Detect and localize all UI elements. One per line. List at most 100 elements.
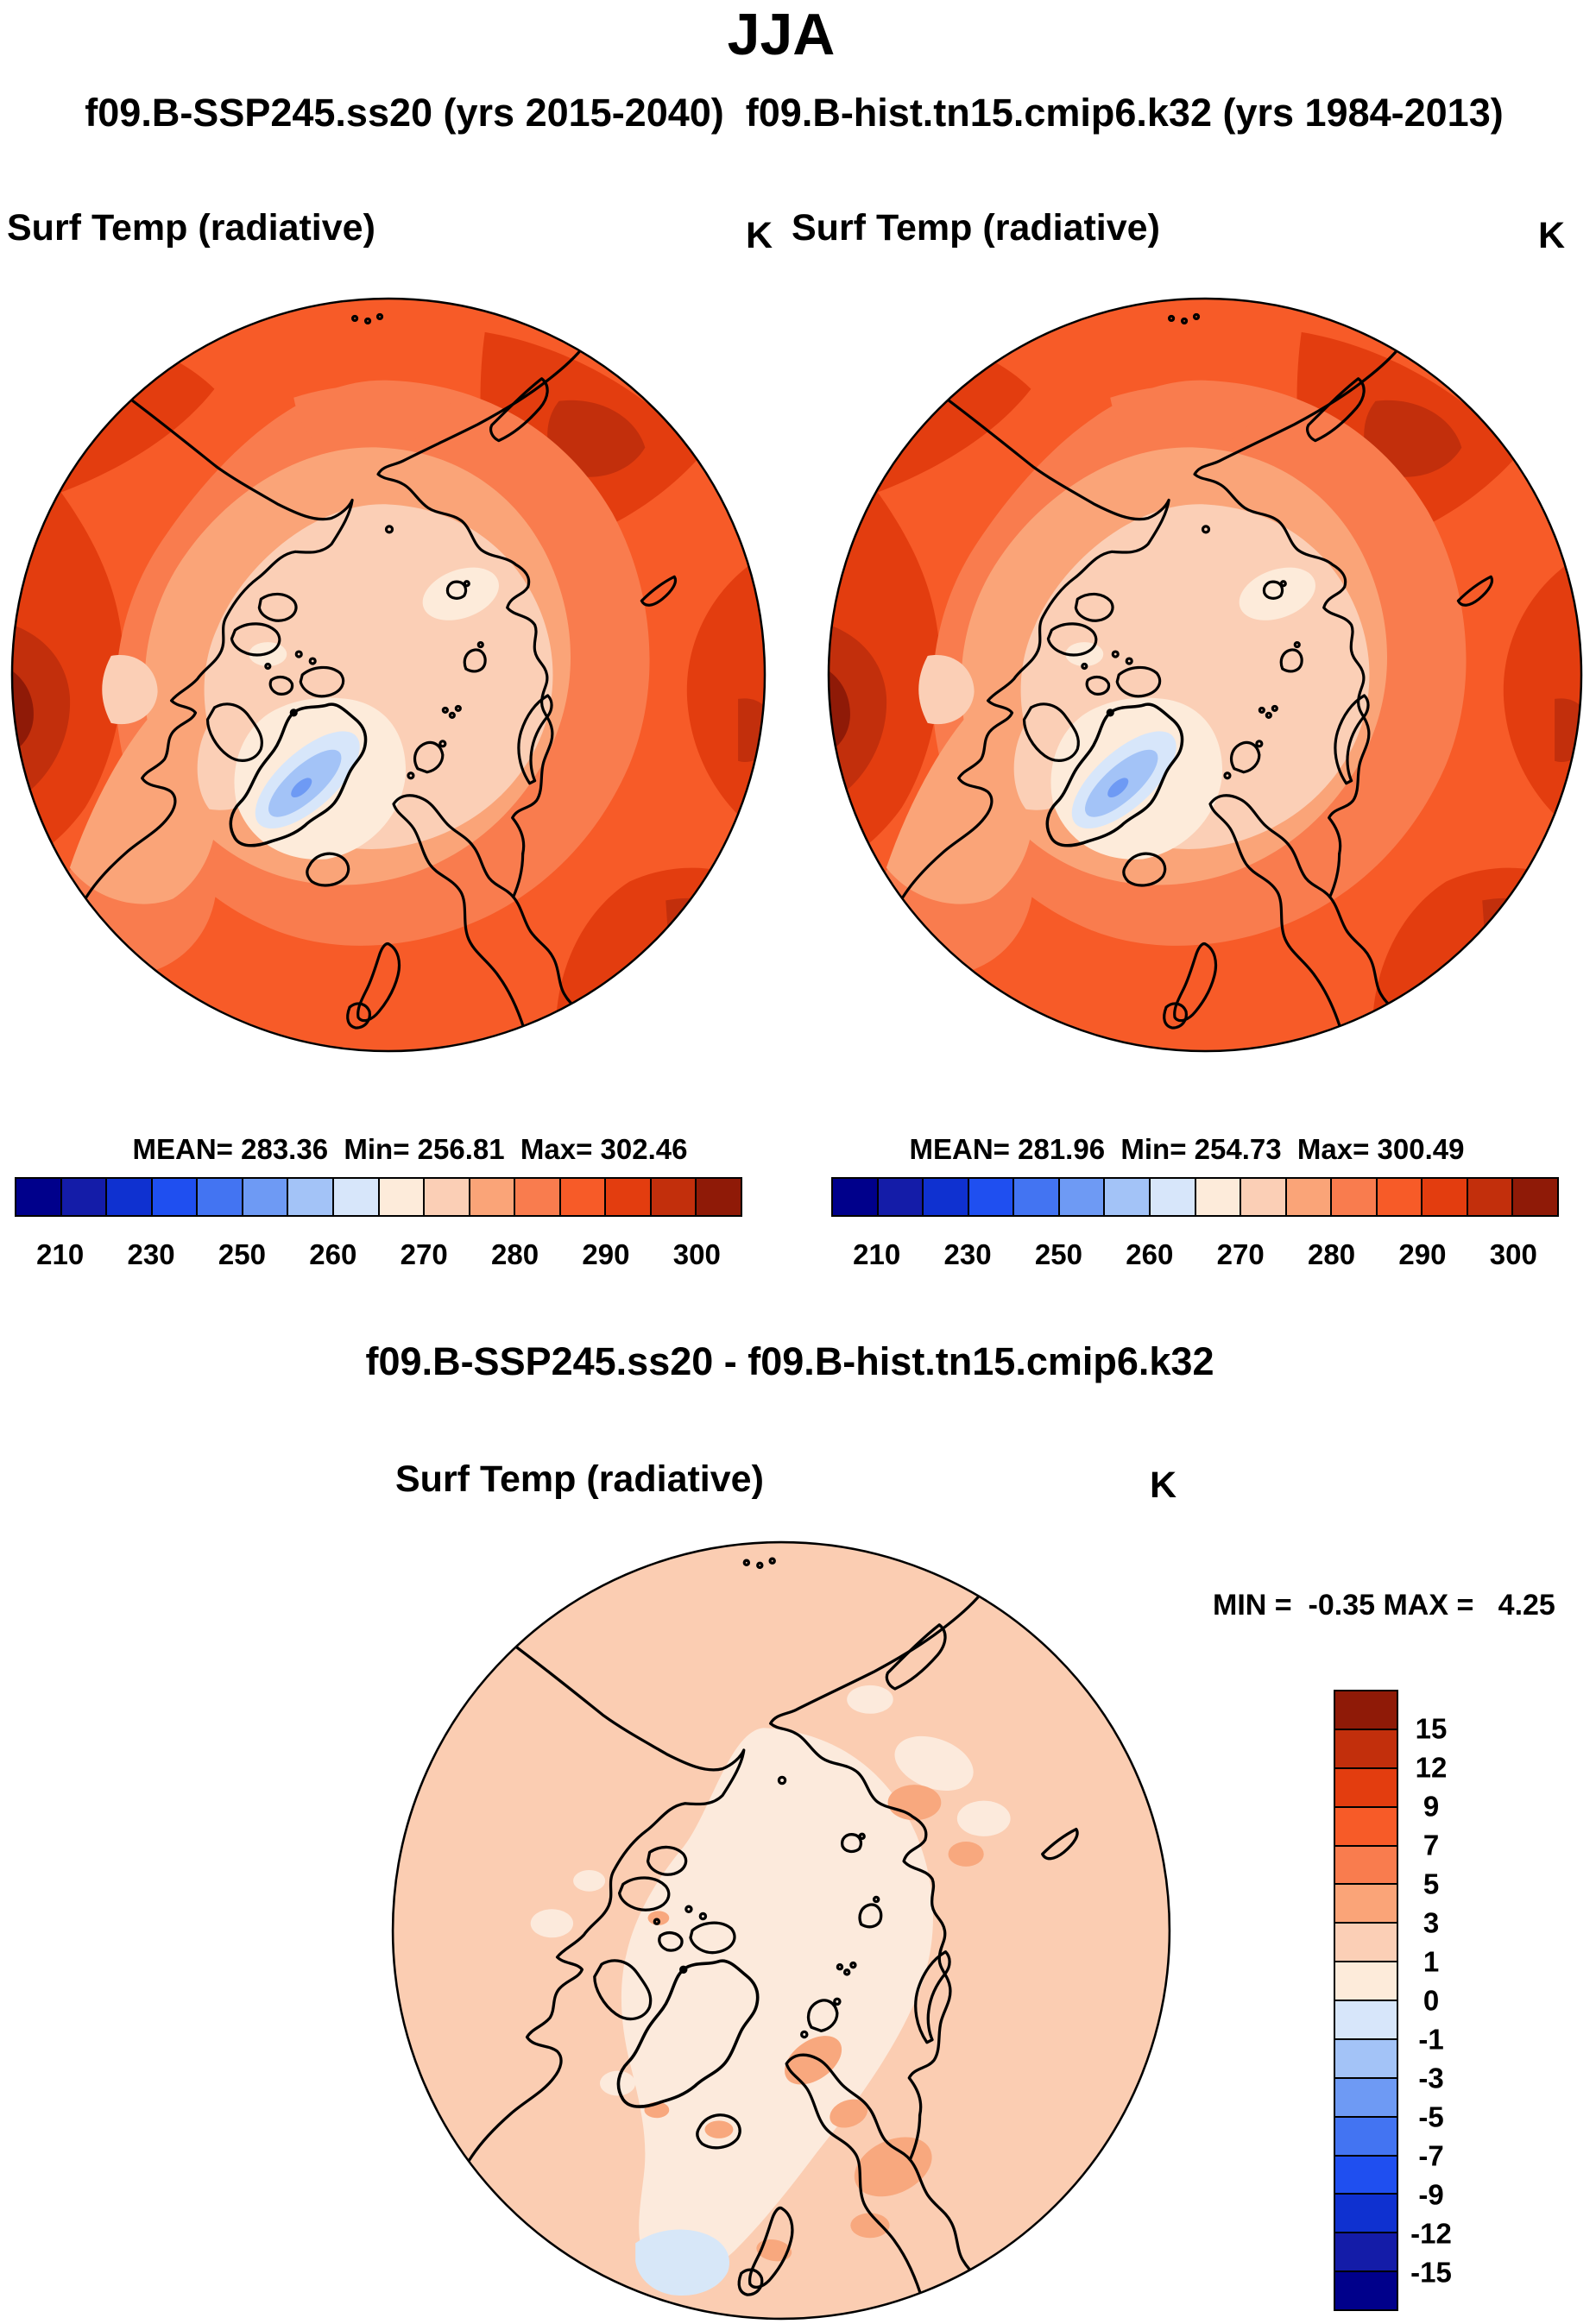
colorbar-tick-label: 280 xyxy=(1308,1238,1356,1270)
difference-title: f09.B-SSP245.ss20 - f09.B-hist.tn15.cmip… xyxy=(365,1339,1214,1383)
colorbar-tick-label: 230 xyxy=(127,1238,175,1270)
colorbar-segment xyxy=(1335,1962,1397,2000)
colorbar-tick-label: 0 xyxy=(1423,1984,1440,2017)
colorbar-segment xyxy=(560,1179,605,1215)
difference-minmax: MIN = -0.35 MAX = 4.25 xyxy=(1213,1589,1555,1622)
colorbar-tick-label: 9 xyxy=(1423,1790,1440,1823)
colorbar-segment xyxy=(606,1179,650,1215)
panel2-colorbar xyxy=(831,1177,1559,1217)
colorbar-segment xyxy=(1335,2233,1397,2271)
panel2-stats: MEAN= 281.96 Min= 254.73 Max= 300.49 xyxy=(909,1133,1465,1165)
colorbar-segment xyxy=(968,1179,1013,1215)
colorbar-tick-label: 210 xyxy=(853,1238,901,1270)
colorbar-tick-label: 290 xyxy=(1398,1238,1447,1270)
colorbar-segment xyxy=(1150,1179,1195,1215)
colorbar-segment xyxy=(697,1179,741,1215)
colorbar-segment xyxy=(1513,1179,1557,1215)
colorbar-segment xyxy=(1335,2272,1397,2309)
panel2-colorbar-ticks: 210 230 250 260 270 280 290 300 xyxy=(831,1240,1559,1275)
colorbar-tick-label: 260 xyxy=(309,1238,357,1270)
panel2-title: Surf Temp (radiative) xyxy=(792,207,1160,249)
colorbar-tick-label: 230 xyxy=(943,1238,992,1270)
colorbar-tick-label: 1 xyxy=(1423,1945,1440,1978)
colorbar-segment xyxy=(379,1179,424,1215)
colorbar-tick-label: 5 xyxy=(1423,1867,1440,1900)
colorbar-segment xyxy=(1286,1179,1331,1215)
colorbar-segment xyxy=(515,1179,559,1215)
colorbar-segment xyxy=(61,1179,106,1215)
colorbar-tick-label: 270 xyxy=(1216,1238,1265,1270)
colorbar-segment xyxy=(1377,1179,1422,1215)
colorbar-tick-label: 280 xyxy=(491,1238,539,1270)
colorbar-segment xyxy=(833,1179,877,1215)
colorbar-tick-label: -1 xyxy=(1418,2023,1444,2056)
colorbar-tick-label: 250 xyxy=(218,1238,266,1270)
difference-colorbar-wrap: 15 12 9 7 5 3 1 0 -1 -3 -5 -7 -9 -12 -15 xyxy=(1334,1690,1593,2311)
colorbar-segment xyxy=(1335,2001,1397,2038)
colorbar-segment xyxy=(1335,1885,1397,1923)
colorbar-segment xyxy=(152,1179,197,1215)
colorbar-segment xyxy=(1332,1179,1376,1215)
colorbar-segment xyxy=(1335,1924,1397,1962)
colorbar-segment xyxy=(288,1179,332,1215)
colorbar-tick-label: 15 xyxy=(1415,1712,1448,1745)
colorbar-tick-label: 12 xyxy=(1415,1751,1448,1784)
colorbar-tick-label: 270 xyxy=(400,1238,448,1270)
colorbar-segment xyxy=(1014,1179,1058,1215)
colorbar-tick-label: 250 xyxy=(1034,1238,1082,1270)
panel1-colorbar xyxy=(15,1177,742,1217)
map-panel2 xyxy=(826,296,1584,1054)
colorbar-segment xyxy=(651,1179,696,1215)
colorbar-segment xyxy=(1335,2078,1397,2116)
colorbar-segment xyxy=(1105,1179,1149,1215)
colorbar-segment xyxy=(1335,1768,1397,1806)
map-difference xyxy=(390,1540,1172,2321)
colorbar-segment xyxy=(1195,1179,1240,1215)
colorbar-tick-label: 3 xyxy=(1423,1906,1440,1939)
panel1-colorbar-ticks: 210 230 250 260 270 280 290 300 xyxy=(15,1240,742,1275)
panel1-title: Surf Temp (radiative) xyxy=(7,207,375,249)
colorbar-tick-label: 210 xyxy=(36,1238,85,1270)
colorbar-segment xyxy=(470,1179,514,1215)
colorbar-tick-label: 260 xyxy=(1126,1238,1174,1270)
colorbar-segment xyxy=(107,1179,151,1215)
colorbar-tick-label: -5 xyxy=(1418,2100,1444,2133)
colorbar-segment xyxy=(1423,1179,1467,1215)
colorbar-segment xyxy=(1059,1179,1104,1215)
colorbar-segment xyxy=(243,1179,287,1215)
colorbar-segment xyxy=(1335,1729,1397,1767)
panel1-units-label: K xyxy=(746,215,773,256)
colorbar-segment xyxy=(16,1179,60,1215)
colorbar-tick-label: 7 xyxy=(1423,1829,1440,1861)
colorbar-segment xyxy=(1335,2117,1397,2155)
colorbar-segment xyxy=(1335,2039,1397,2077)
panel2-units-label: K xyxy=(1538,215,1566,256)
colorbar-segment xyxy=(1241,1179,1285,1215)
colorbar-tick-label: -15 xyxy=(1410,2256,1452,2289)
colorbar-tick-label: 300 xyxy=(672,1238,721,1270)
colorbar-segment xyxy=(1335,1846,1397,1884)
difference-field-title: Surf Temp (radiative) xyxy=(395,1458,764,1500)
colorbar-segment xyxy=(1335,2156,1397,2194)
colorbar-tick-label: -9 xyxy=(1418,2178,1444,2211)
colorbar-segment xyxy=(1335,1691,1397,1729)
colorbar-segment xyxy=(1335,2195,1397,2233)
colorbar-segment xyxy=(425,1179,469,1215)
panel1-stats: MEAN= 283.36 Min= 256.81 Max= 302.46 xyxy=(132,1133,688,1165)
colorbar-segment xyxy=(333,1179,378,1215)
map-panel1 xyxy=(9,296,767,1054)
colorbar-segment xyxy=(198,1179,242,1215)
colorbar-tick-label: -12 xyxy=(1410,2217,1452,2250)
page-title: JJA xyxy=(727,2,836,67)
colorbar-tick-label: 300 xyxy=(1489,1238,1537,1270)
colorbar-segment xyxy=(1467,1179,1512,1215)
colorbar-segment xyxy=(1335,1807,1397,1845)
difference-colorbar xyxy=(1334,1690,1398,2311)
colorbar-segment xyxy=(924,1179,968,1215)
difference-units-label: K xyxy=(1150,1464,1177,1506)
colorbar-tick-label: -7 xyxy=(1418,2139,1444,2172)
case-subtitle: f09.B-SSP245.ss20 (yrs 2015-2040) f09.B-… xyxy=(85,91,1504,135)
colorbar-tick-label: 290 xyxy=(582,1238,630,1270)
colorbar-segment xyxy=(878,1179,923,1215)
